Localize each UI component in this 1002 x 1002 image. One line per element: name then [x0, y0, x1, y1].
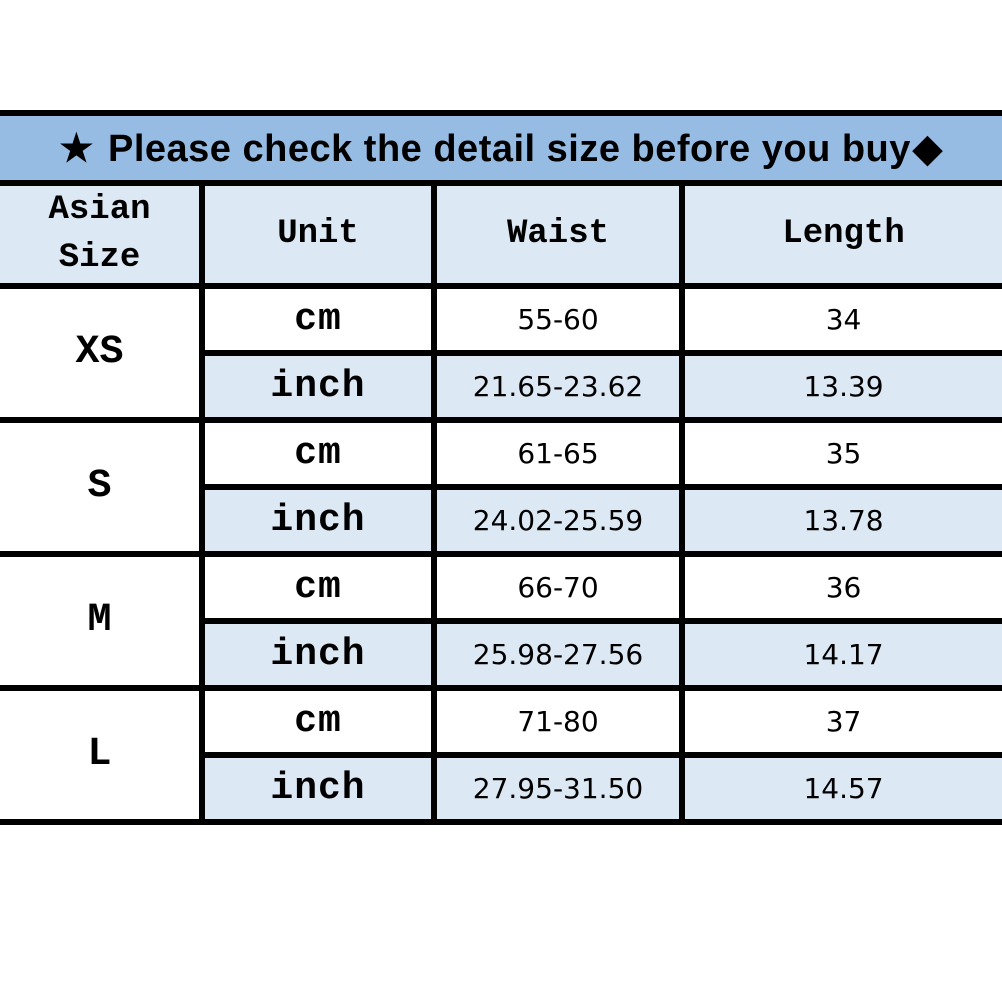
- unit-cell: inch: [199, 349, 437, 423]
- length-value-cell: 13.39: [678, 349, 1002, 423]
- header-row: Asian Size Unit Waist Length: [0, 180, 1002, 289]
- size-cell-xs: XS: [0, 282, 205, 423]
- diamond-icon: ◆: [912, 127, 943, 170]
- table-row-m-inch: inch 25.98-27.56 14.17: [0, 617, 1002, 691]
- unit-cell: cm: [199, 550, 437, 624]
- unit-cell: inch: [199, 751, 437, 825]
- col-header-waist: Waist: [431, 180, 685, 289]
- table-row-m-cm: M cm 66-70 36: [0, 550, 1002, 691]
- banner-row: ★ Please check the detail size before you…: [0, 110, 1002, 186]
- col-header-asian-size: Asian Size: [0, 180, 205, 289]
- col-header-length: Length: [678, 180, 1002, 289]
- unit-cell: inch: [199, 617, 437, 691]
- table-row-s-cm: S cm 61-65 35: [0, 416, 1002, 557]
- size-cell-s: S: [0, 416, 205, 557]
- unit-cell: cm: [199, 684, 437, 758]
- waist-value-cell: 27.95-31.50: [431, 751, 685, 825]
- waist-value-cell: 25.98-27.56: [431, 617, 685, 691]
- length-value-cell: 14.57: [678, 751, 1002, 825]
- waist-value-cell: 61-65: [431, 416, 685, 490]
- size-cell-l: L: [0, 684, 205, 825]
- length-value-cell: 14.17: [678, 617, 1002, 691]
- length-value-cell: 34: [678, 282, 1002, 356]
- banner: ★ Please check the detail size before you…: [0, 110, 1002, 186]
- table-row-xs-inch: inch 21.65-23.62 13.39: [0, 349, 1002, 423]
- unit-cell: inch: [199, 483, 437, 557]
- table-row-s-inch: inch 24.02-25.59 13.78: [0, 483, 1002, 557]
- size-table: ★ Please check the detail size before you…: [0, 110, 1002, 825]
- length-value-cell: 13.78: [678, 483, 1002, 557]
- waist-value-cell: 71-80: [431, 684, 685, 758]
- table-row-l-cm: L cm 71-80 37: [0, 684, 1002, 825]
- length-value-cell: 35: [678, 416, 1002, 490]
- col-header-unit: Unit: [199, 180, 437, 289]
- star-icon: ★: [59, 127, 94, 170]
- waist-value-cell: 55-60: [431, 282, 685, 356]
- waist-value-cell: 66-70: [431, 550, 685, 624]
- banner-text: Please check the detail size before you …: [107, 127, 911, 170]
- waist-value-cell: 24.02-25.59: [431, 483, 685, 557]
- unit-cell: cm: [199, 416, 437, 490]
- length-value-cell: 37: [678, 684, 1002, 758]
- table-row-xs-cm: XS cm 55-60 34: [0, 282, 1002, 423]
- length-value-cell: 36: [678, 550, 1002, 624]
- table-row-l-inch: inch 27.95-31.50 14.57: [0, 751, 1002, 825]
- unit-cell: cm: [199, 282, 437, 356]
- waist-value-cell: 21.65-23.62: [431, 349, 685, 423]
- size-cell-m: M: [0, 550, 205, 691]
